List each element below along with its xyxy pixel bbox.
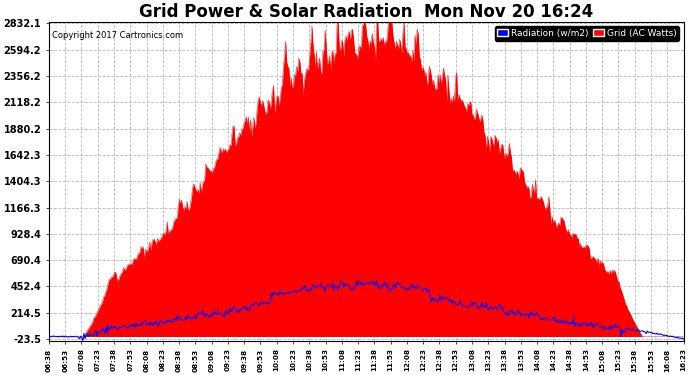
Title: Grid Power & Solar Radiation  Mon Nov 20 16:24: Grid Power & Solar Radiation Mon Nov 20 … (139, 3, 593, 21)
Text: Copyright 2017 Cartronics.com: Copyright 2017 Cartronics.com (52, 31, 183, 40)
Legend: Radiation (w/m2), Grid (AC Watts): Radiation (w/m2), Grid (AC Watts) (495, 26, 679, 40)
